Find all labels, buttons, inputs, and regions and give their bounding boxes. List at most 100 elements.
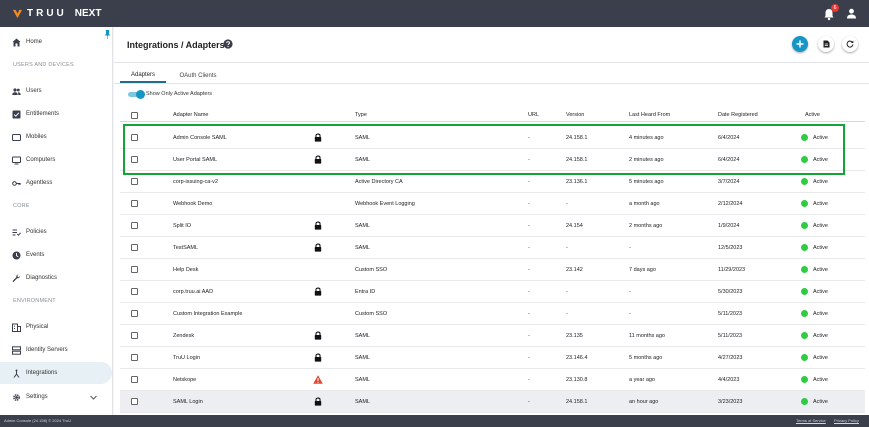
sidebar-item-users[interactable]: Users bbox=[0, 80, 112, 102]
cell-url: - bbox=[528, 377, 530, 383]
column-header-last-heard-from[interactable]: Last Heard From bbox=[629, 112, 671, 118]
sidebar-item-settings[interactable]: Settings bbox=[0, 386, 112, 408]
sidebar-item-entitlements[interactable]: Entitlements bbox=[0, 103, 112, 125]
notifications-bell-icon[interactable] bbox=[822, 7, 836, 21]
cell-date-registered: 5/11/2023 bbox=[718, 333, 743, 339]
row-checkbox[interactable] bbox=[131, 134, 138, 141]
table-row[interactable]: Zendesk SAML - 23.135 11 months ago 5/11/2023… bbox=[120, 325, 865, 347]
table-row[interactable]: Custom Integration Example Custom SSO - - - 5… bbox=[120, 303, 865, 325]
select-all-checkbox[interactable] bbox=[131, 112, 138, 119]
cell-adapter-name[interactable]: User Portal SAML bbox=[173, 157, 218, 163]
column-header-adapter-name[interactable]: Adapter Name bbox=[173, 112, 209, 118]
cell-adapter-name[interactable]: Admin Console SAML bbox=[173, 135, 227, 141]
column-header-type[interactable]: Type bbox=[355, 112, 367, 118]
sidebar-item-policies[interactable]: Policies bbox=[0, 221, 112, 243]
cell-version: 23.136.1 bbox=[566, 179, 588, 185]
sidebar-item-physical[interactable]: Physical bbox=[0, 316, 112, 338]
entitlements-check-icon bbox=[12, 110, 21, 118]
cell-version: 24.158.1 bbox=[566, 399, 588, 405]
row-checkbox[interactable] bbox=[131, 398, 138, 405]
cell-adapter-name[interactable]: corp.truu.ai AAD bbox=[173, 289, 214, 295]
cell-adapter-name[interactable]: TruU Login bbox=[173, 355, 201, 361]
cell-adapter-name[interactable]: Help Desk bbox=[173, 267, 199, 273]
terms-of-service-link[interactable]: Terms of Service bbox=[796, 418, 826, 423]
table-row[interactable]: Admin Console SAML SAML - 24.158.1 4 minutes… bbox=[120, 127, 865, 149]
lock-icon bbox=[314, 133, 322, 142]
row-checkbox[interactable] bbox=[131, 266, 138, 273]
active-status-dot bbox=[801, 288, 808, 295]
cell-last-heard: 4 minutes ago bbox=[629, 135, 664, 141]
cell-url: - bbox=[528, 289, 530, 295]
table-row[interactable]: User Portal SAML SAML - 24.158.1 2 minutes a… bbox=[120, 149, 865, 171]
table-row[interactable]: Webhook Demo Webhook Event Logging - - a mon… bbox=[120, 193, 865, 215]
policies-list-icon bbox=[12, 229, 21, 236]
column-header-version[interactable]: Version bbox=[566, 112, 585, 118]
top-bar: TRUU NEXT 6 bbox=[0, 0, 869, 27]
cell-last-heard: 5 minutes ago bbox=[629, 179, 664, 185]
sidebar: Home USERS AND DEVICES Users Entitlement… bbox=[0, 27, 113, 415]
refresh-button[interactable] bbox=[842, 36, 858, 52]
wrench-icon bbox=[12, 274, 20, 282]
user-account-icon[interactable] bbox=[845, 7, 858, 20]
tab-oauth-clients[interactable]: OAuth Clients bbox=[179, 72, 217, 79]
page-title: Integrations / Adapters bbox=[127, 40, 225, 50]
cell-date-registered: 6/4/2024 bbox=[718, 157, 740, 163]
table-row[interactable]: SAML Login SAML - 24.158.1 an hour ago 3/23/2… bbox=[120, 391, 865, 413]
table-header-divider bbox=[120, 121, 865, 122]
row-checkbox[interactable] bbox=[131, 156, 138, 163]
cell-url: - bbox=[528, 135, 530, 141]
table-row[interactable]: corp.truu.ai AAD Entra ID - - - 5/30/2023 Acti… bbox=[120, 281, 865, 303]
cell-adapter-name[interactable]: Webhook Demo bbox=[173, 201, 213, 207]
sidebar-item-identity-servers[interactable]: Identity Servers bbox=[0, 339, 112, 361]
logo[interactable]: TRUU NEXT bbox=[12, 8, 101, 19]
cell-adapter-name[interactable]: corp-issuing-ca-v2 bbox=[173, 179, 218, 185]
row-checkbox[interactable] bbox=[131, 376, 138, 383]
column-header-url[interactable]: URL bbox=[528, 112, 540, 118]
sidebar-item-diagnostics[interactable]: Diagnostics bbox=[0, 267, 112, 289]
row-checkbox[interactable] bbox=[131, 200, 138, 207]
row-checkbox[interactable] bbox=[131, 332, 138, 339]
cell-adapter-name[interactable]: TestSAML bbox=[173, 245, 199, 251]
pin-sidebar-icon[interactable] bbox=[104, 30, 111, 39]
section-label-users-devices: USERS AND DEVICES bbox=[13, 62, 74, 68]
row-checkbox[interactable] bbox=[131, 288, 138, 295]
show-active-toggle[interactable] bbox=[128, 90, 145, 99]
column-header-active[interactable]: Active bbox=[805, 112, 820, 118]
table-row[interactable]: TruU Login SAML - 23.146.4 5 months ago 4/27/… bbox=[120, 347, 865, 369]
sidebar-item-integrations[interactable]: Integrations bbox=[0, 362, 112, 384]
export-document-button[interactable] bbox=[818, 36, 834, 52]
sidebar-item-events[interactable]: Events bbox=[0, 244, 112, 266]
cell-active-status: Active bbox=[813, 333, 828, 339]
table-row[interactable]: corp-issuing-ca-v2 Active Directory CA - 23… bbox=[120, 171, 865, 193]
column-header-date-registered[interactable]: Date Registered bbox=[718, 112, 758, 118]
cell-adapter-name[interactable]: Split IO bbox=[173, 223, 192, 229]
cell-adapter-name[interactable]: Zendesk bbox=[173, 333, 195, 339]
cell-type: SAML bbox=[355, 377, 370, 383]
cell-active-status: Active bbox=[813, 157, 828, 163]
row-checkbox[interactable] bbox=[131, 178, 138, 185]
add-adapter-button[interactable] bbox=[792, 36, 808, 52]
sidebar-item-mobiles[interactable]: Mobiles bbox=[0, 126, 112, 148]
product-name: NEXT bbox=[74, 8, 102, 19]
cell-last-heard: 2 months ago bbox=[629, 223, 663, 229]
cell-adapter-name[interactable]: Custom Integration Example bbox=[173, 311, 243, 317]
privacy-policy-link[interactable]: Privacy Policy bbox=[834, 418, 859, 423]
sidebar-item-agentless[interactable]: Agentless bbox=[0, 172, 112, 194]
row-checkbox[interactable] bbox=[131, 222, 138, 229]
help-icon[interactable] bbox=[223, 39, 233, 49]
cell-url: - bbox=[528, 355, 530, 361]
cell-adapter-name[interactable]: SAML Login bbox=[173, 399, 203, 405]
cell-adapter-name[interactable]: Netskope bbox=[173, 377, 197, 383]
lock-icon bbox=[314, 221, 322, 230]
notification-count-badge: 6 bbox=[831, 4, 839, 12]
table-row[interactable]: Split IO SAML - 24.154 2 months ago 1/9/2024 A… bbox=[120, 215, 865, 237]
sidebar-item-home[interactable]: Home bbox=[0, 31, 112, 53]
row-checkbox[interactable] bbox=[131, 244, 138, 251]
tab-adapters[interactable]: Adapters bbox=[120, 68, 166, 83]
sidebar-item-computers[interactable]: Computers bbox=[0, 149, 112, 171]
row-checkbox[interactable] bbox=[131, 354, 138, 361]
row-checkbox[interactable] bbox=[131, 310, 138, 317]
table-row[interactable]: TestSAML SAML - - - 12/5/2023 Active bbox=[120, 237, 865, 259]
table-row[interactable]: Help Desk Custom SSO - 23.142 7 days ago 11/2… bbox=[120, 259, 865, 281]
table-row[interactable]: Netskope SAML - 23.130.8 a year ago 4/4/2023 A… bbox=[120, 369, 865, 391]
